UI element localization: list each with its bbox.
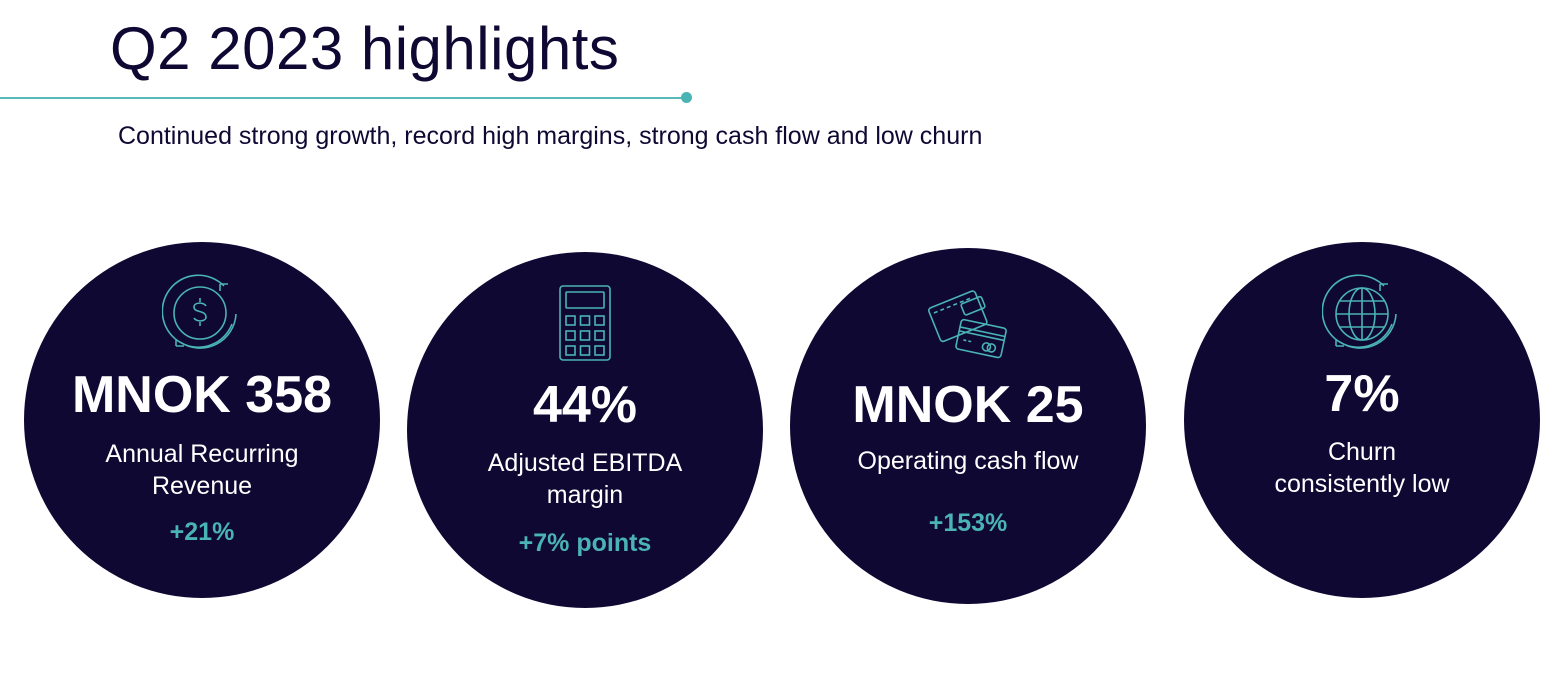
kpi-change: +21% (169, 518, 235, 546)
kpi-value: 44% (532, 376, 638, 434)
kpi-value: 7% (1324, 365, 1400, 423)
wallet-cards-icon (928, 290, 1007, 359)
title-divider (0, 97, 686, 99)
kpi-label: Churn (1327, 438, 1397, 466)
kpi-arr: MNOK 358 Annual Recurring Revenue +21% (24, 242, 380, 598)
kpi-cashflow: MNOK 25 Operating cash flow +153% (790, 248, 1146, 604)
calculator-icon (559, 285, 611, 361)
kpi-label: Operating cash flow (857, 447, 1079, 475)
kpi-change: +153% (928, 509, 1008, 537)
globe-cycle-icon (1322, 274, 1397, 349)
kpi-label: margin (546, 481, 624, 509)
kpi-label: Adjusted EBITDA (487, 449, 683, 477)
kpi-label: Annual Recurring (105, 440, 299, 468)
kpi-label: consistently low (1274, 470, 1450, 498)
kpi-ebitda: 44% Adjusted EBITDA margin +7% points (407, 252, 763, 608)
page-title: Q2 2023 highlights (110, 15, 620, 82)
kpi-label: Revenue (151, 472, 253, 500)
divider-dot (681, 92, 692, 103)
kpi-value: MNOK 25 (852, 376, 1084, 434)
kpi-churn: 7% Churn consistently low (1184, 242, 1540, 598)
page-subtitle: Continued strong growth, record high mar… (118, 122, 983, 150)
kpi-value: MNOK 358 (71, 366, 333, 424)
dollar-cycle-icon (162, 274, 237, 349)
kpi-change: +7% points (518, 529, 652, 557)
